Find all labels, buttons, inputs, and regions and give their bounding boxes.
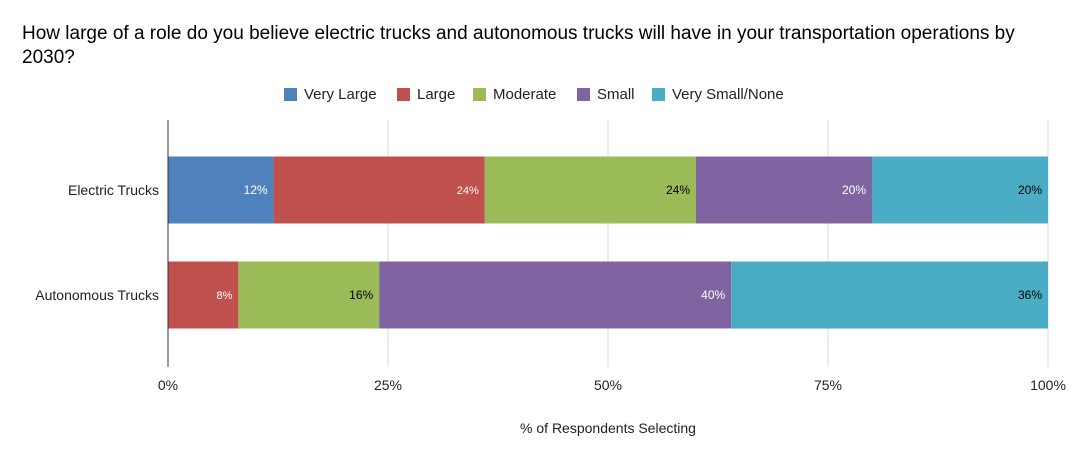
data-label: 24% xyxy=(666,183,690,197)
legend-swatch xyxy=(577,88,590,101)
chart-title: How large of a role do you believe elect… xyxy=(22,23,1015,68)
data-label: 24% xyxy=(457,185,479,197)
category-label: Autonomous Trucks xyxy=(35,287,159,303)
legend-item: Small xyxy=(577,86,635,103)
x-tick-label: 100% xyxy=(1030,377,1066,393)
bar-segment-very-large xyxy=(168,156,274,224)
legend-label: Large xyxy=(417,86,456,103)
bar-segment-small xyxy=(696,156,872,224)
data-label: 40% xyxy=(701,288,725,302)
data-label: 8% xyxy=(216,290,232,302)
legend-label: Moderate xyxy=(493,86,557,103)
legend-label: Small xyxy=(597,86,635,103)
bar-segment-very-small-none xyxy=(731,261,1048,329)
data-label: 20% xyxy=(1018,183,1042,197)
bar-segment-small xyxy=(379,261,732,329)
legend-swatch xyxy=(652,88,665,101)
chart-legend: Very Large Large Moderate Small Very Small/N… xyxy=(0,86,1072,106)
bar-segment-large xyxy=(168,261,239,329)
legend-item: Very Small/None xyxy=(652,86,784,103)
x-tick-label: 50% xyxy=(594,377,622,393)
legend-swatch xyxy=(473,88,486,101)
bar-segment-moderate xyxy=(238,261,380,329)
legend-item: Moderate xyxy=(473,86,556,103)
x-tick-label: 75% xyxy=(814,377,842,393)
bar-segment-large xyxy=(273,156,485,224)
data-label: 16% xyxy=(349,288,373,302)
data-label: 20% xyxy=(842,183,866,197)
legend-label: Very Small/None xyxy=(672,86,784,103)
data-label: 36% xyxy=(1018,288,1042,302)
legend-swatch xyxy=(397,88,410,101)
legend-label: Very Large xyxy=(304,86,377,103)
x-tick-label: 0% xyxy=(158,377,178,393)
x-tick-label: 25% xyxy=(374,377,402,393)
bar-segment-moderate xyxy=(484,156,696,224)
x-axis-title: % of Respondents Selecting xyxy=(520,420,696,436)
data-label: 12% xyxy=(244,183,268,197)
category-label: Electric Trucks xyxy=(68,182,159,198)
legend-item: Very Large xyxy=(284,86,377,103)
bar-segment-very-small-none xyxy=(872,156,1048,224)
legend-item: Large xyxy=(397,86,455,103)
legend-swatch xyxy=(284,88,297,101)
